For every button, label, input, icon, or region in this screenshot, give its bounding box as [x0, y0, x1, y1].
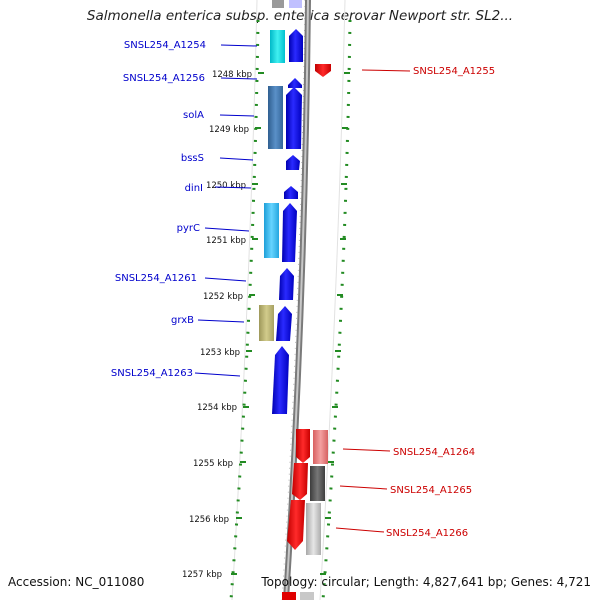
- leader-line: [361, 69, 411, 72]
- gene-label[interactable]: SNSL254_A1264: [393, 447, 475, 458]
- accession-text: Accession: NC_011080: [8, 575, 145, 589]
- gene-label[interactable]: SNSL254_A1265: [390, 485, 472, 496]
- tick-label: 1253 kbp: [200, 348, 240, 358]
- leader-line: [335, 527, 385, 533]
- leader-line: [219, 157, 254, 161]
- gene-arrow-sNSL254-a1255[interactable]: [315, 64, 331, 77]
- dotted-guide-right: [321, 19, 352, 600]
- gene-bar-sNSL254-a1265[interactable]: [310, 466, 325, 501]
- gene-arrow-sNSL254-a1256[interactable]: [288, 78, 302, 88]
- leader-line: [220, 44, 258, 47]
- gene-label[interactable]: grxB: [171, 315, 194, 326]
- gene-bar-sNSL254-a1264[interactable]: [313, 430, 328, 464]
- gene-label[interactable]: pyrC: [177, 223, 200, 234]
- tick-label: 1257 kbp: [182, 570, 222, 580]
- gene-bar-pyrc[interactable]: [264, 203, 279, 258]
- tick-label: 1248 kbp: [212, 70, 252, 80]
- leader-line: [219, 114, 255, 117]
- leader-line: [194, 372, 241, 377]
- leader-line: [204, 227, 250, 232]
- gene-label[interactable]: SNSL254_A1255: [413, 66, 495, 77]
- gene-arrow-sNSL254-a1266[interactable]: [287, 500, 305, 550]
- leader-line: [214, 186, 252, 189]
- gene-label[interactable]: SNSL254_A1266: [386, 528, 468, 539]
- gene-bar-sola[interactable]: [268, 86, 283, 149]
- gene-arrow-sola[interactable]: [286, 87, 302, 149]
- gene-stub-top-1: [272, 0, 284, 8]
- topology-text: Topology: circular; Length: 4,827,641 bp…: [261, 575, 591, 589]
- gene-label[interactable]: solA: [183, 110, 204, 121]
- tick-label: 1251 kbp: [206, 236, 246, 246]
- gene-bar-sNSL254-a1266[interactable]: [306, 503, 321, 555]
- gene-arrow-dini[interactable]: [284, 186, 298, 199]
- map-title: Salmonella enterica subsp. enterica sero…: [86, 8, 514, 24]
- gene-bar-grxb[interactable]: [259, 305, 274, 341]
- scale-tick-marks: [231, 72, 350, 575]
- tick-label: 1254 kbp: [197, 403, 237, 413]
- gene-arrow-sNSL254-a1265[interactable]: [292, 463, 308, 500]
- gene-label[interactable]: dinI: [185, 183, 203, 194]
- gene-arrow-bsss[interactable]: [286, 155, 300, 170]
- gene-stub-top-2: [289, 0, 302, 8]
- leader-line: [204, 277, 247, 282]
- dotted-guide-center: [281, 0, 306, 600]
- gene-bar-sNSL254-a1254[interactable]: [270, 30, 285, 63]
- band-edge-right: [319, 0, 346, 600]
- gene-arrow-sNSL254-a1254[interactable]: [289, 29, 303, 62]
- tick-label: 1256 kbp: [189, 515, 229, 525]
- gene-stub-bottom-2: [300, 592, 314, 600]
- gene-arrow-pyrc[interactable]: [282, 203, 297, 262]
- tick-label: 1255 kbp: [193, 459, 233, 469]
- gene-arrow-sNSL254-a1263[interactable]: [272, 346, 289, 414]
- gene-arrow-grxb[interactable]: [276, 306, 292, 341]
- tick-label: 1252 kbp: [203, 292, 243, 302]
- leader-line: [339, 485, 388, 490]
- gene-arrow-sNSL254-a1261[interactable]: [279, 268, 294, 300]
- gene-label[interactable]: SNSL254_A1263: [111, 368, 193, 379]
- tick-label: 1249 kbp: [209, 125, 249, 135]
- gene-label[interactable]: SNSL254_A1256: [123, 73, 205, 84]
- gene-stub-bottom-1: [282, 592, 296, 600]
- gene-label[interactable]: bssS: [181, 153, 204, 164]
- band-edge-left: [231, 0, 258, 600]
- leader-line: [220, 77, 258, 80]
- gene-arrow-sNSL254-a1264[interactable]: [296, 429, 310, 463]
- gene-label[interactable]: SNSL254_A1254: [124, 40, 206, 51]
- leader-line: [342, 448, 391, 452]
- gene-label[interactable]: SNSL254_A1261: [115, 273, 197, 284]
- tick-label: 1250 kbp: [206, 181, 246, 191]
- leader-line: [197, 319, 245, 323]
